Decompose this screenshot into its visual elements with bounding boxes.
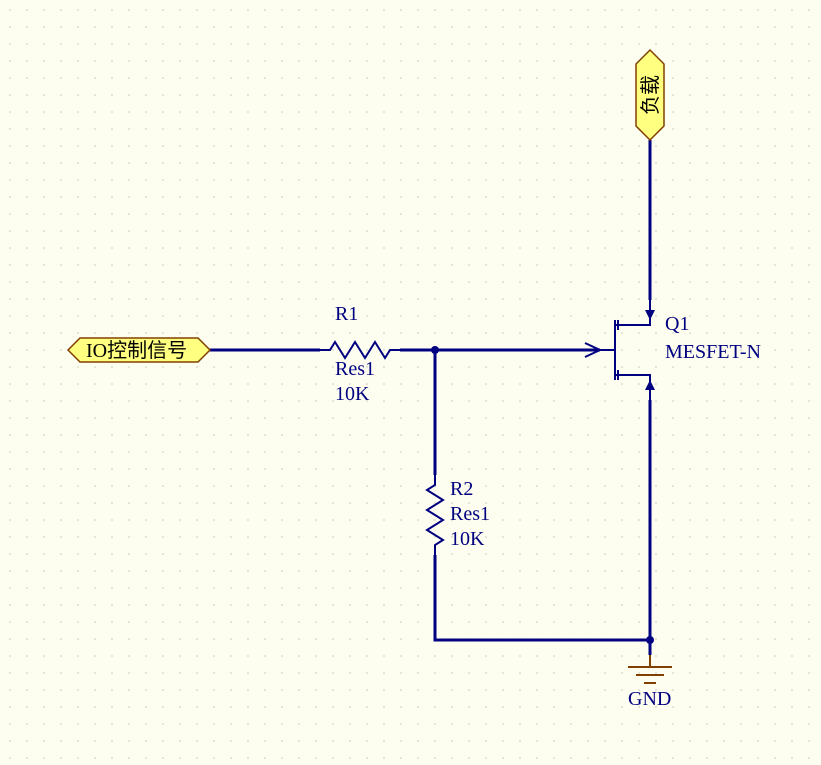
r2-designator: R2 bbox=[450, 478, 473, 500]
resistor-R2 bbox=[427, 475, 443, 555]
q1-designator: Q1 bbox=[665, 313, 689, 335]
wires bbox=[198, 140, 650, 655]
gnd-label: GND bbox=[628, 688, 671, 710]
grid-dots bbox=[9, 9, 810, 759]
io-control-label: IO控制信号 bbox=[86, 339, 187, 362]
r2-value: 10K bbox=[450, 528, 485, 550]
load-label: 负载 bbox=[639, 75, 662, 115]
q1-model: MESFET-N bbox=[665, 341, 761, 363]
r1-designator: R1 bbox=[335, 303, 358, 325]
resistor-R1 bbox=[320, 342, 400, 358]
r1-value: 10K bbox=[335, 383, 370, 405]
schematic-canvas: IO控制信号 负载 R1 Res1 10K R2 Res1 10K Q1 MESFET-N GND bbox=[0, 0, 821, 765]
r2-model: Res1 bbox=[450, 503, 490, 525]
r1-model: Res1 bbox=[335, 358, 375, 380]
labels: R1 Res1 10K R2 Res1 10K Q1 MESFET-N GND bbox=[335, 303, 761, 710]
ports: IO控制信号 负载 bbox=[68, 50, 664, 362]
